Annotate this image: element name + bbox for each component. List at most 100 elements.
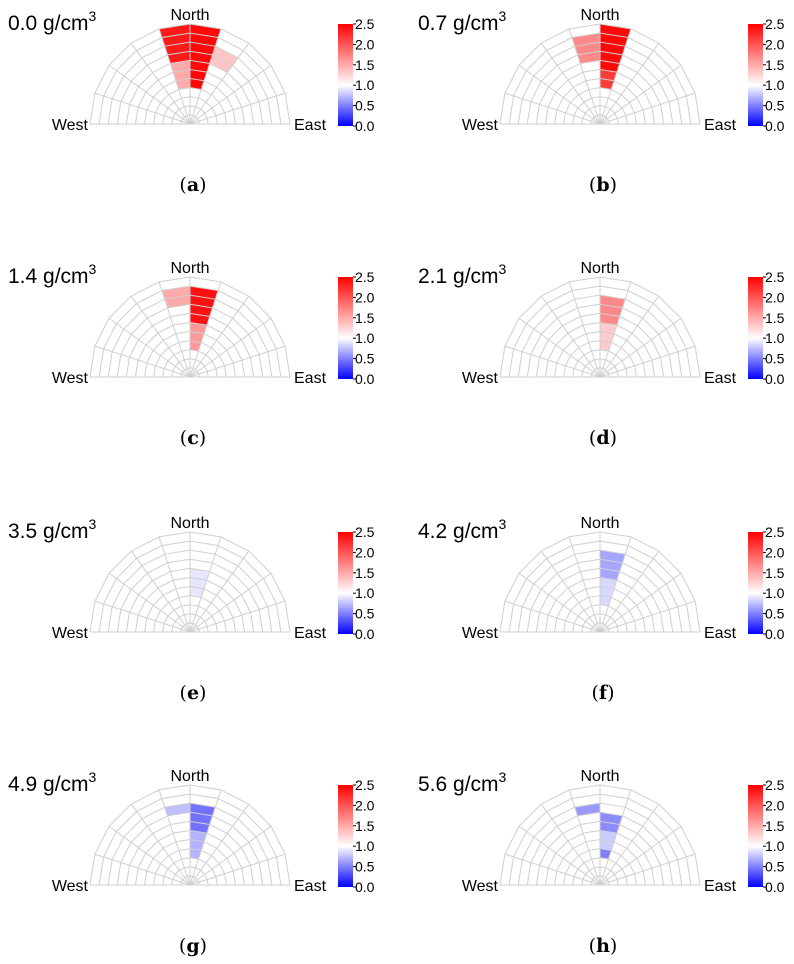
grid-spoke [540, 295, 601, 378]
grid-spoke [130, 42, 191, 125]
grid-spoke [94, 600, 191, 633]
panel-h: 5.6 g/cm3 North West East 2.5 2.0 1.5 1.0 0.5 0.0… [418, 768, 785, 957]
grid-spoke [189, 28, 222, 125]
west-label: West [462, 370, 499, 387]
colorbar-tick-label: 0.5 [355, 351, 375, 367]
colorbar-tick-label: 1.5 [355, 818, 375, 834]
grid-spoke [599, 789, 632, 886]
panel-g: 4.9 g/cm3 North West East 2.5 2.0 1.5 1.0 0.5 0.0… [8, 768, 375, 957]
caption-open-paren: ( [179, 935, 186, 957]
north-label: North [170, 515, 209, 532]
panel-title: 2.1 g/cm3 [418, 261, 507, 288]
colorbar-tick-label: 1.5 [765, 57, 785, 73]
colorbar-tick-label: 2.5 [355, 269, 375, 285]
panel-title-superscript: 3 [89, 516, 97, 532]
colorbar-tick-label: 0.5 [765, 606, 785, 622]
caption-close-paren: ) [607, 682, 614, 704]
grid-spoke [158, 536, 191, 633]
panel-title-superscript: 3 [499, 261, 507, 277]
colorbar-tick-label: 0.5 [355, 606, 375, 622]
east-label: East [704, 117, 737, 134]
north-label: North [170, 260, 209, 277]
panel-title: 3.5 g/cm3 [8, 516, 97, 543]
grid-spoke [599, 28, 632, 125]
data-cell-a-3 [209, 46, 239, 73]
data-cell-a-2 [190, 24, 221, 90]
grid-spoke [540, 803, 601, 886]
colorbar-tick-label: 1.5 [765, 310, 785, 326]
panel-title: 0.7 g/cm3 [418, 8, 507, 35]
panel-title: 5.6 g/cm3 [418, 769, 507, 796]
panel-title-superscript: 3 [499, 516, 507, 532]
colorbar-tick-label: 1.5 [355, 57, 375, 73]
grid-spoke [108, 825, 191, 886]
caption-open-paren: ( [591, 682, 598, 704]
caption-letter: d [596, 427, 609, 449]
caption-open-paren: ( [179, 174, 186, 196]
panel-d: 2.1 g/cm3 North West East 2.5 2.0 1.5 1.0 0.5 0.0… [418, 260, 785, 449]
grid-spoke [130, 803, 191, 886]
grid-spoke [189, 345, 286, 378]
west-label: West [52, 117, 89, 134]
west-label: West [462, 878, 499, 895]
caption-letter: c [187, 427, 199, 449]
panel-title-text: 0.7 g/cm [418, 12, 499, 35]
grid-spoke [94, 853, 191, 886]
caption-open-paren: ( [180, 427, 187, 449]
caption-open-paren: ( [180, 682, 187, 704]
colorbar-tick-label: 2.5 [355, 777, 375, 793]
colorbar-tick-label: 1.0 [355, 838, 375, 854]
grid-spoke [599, 92, 696, 125]
colorbar-tick-label: 1.0 [765, 838, 785, 854]
colorbar-tick-label: 2.0 [355, 544, 375, 560]
colorbar-tick-label: 1.0 [355, 330, 375, 346]
grid-spoke [189, 281, 222, 378]
panel-title-text: 0.0 g/cm [8, 12, 89, 35]
west-label: West [52, 878, 89, 895]
grid-spoke [189, 536, 222, 633]
caption-letter: f [599, 682, 609, 704]
panel-c: 1.4 g/cm3 North West East 2.5 2.0 1.5 1.0 0.5 0.0… [8, 260, 375, 449]
east-label: East [294, 878, 327, 895]
colorbar-tick-label: 1.5 [355, 565, 375, 581]
colorbar [338, 277, 353, 379]
data-cell-b-2 [600, 24, 631, 73]
east-label: East [294, 625, 327, 642]
grid-spoke [189, 789, 222, 886]
grid-spoke [568, 536, 601, 633]
colorbar [748, 24, 763, 126]
panel-title-superscript: 3 [499, 8, 507, 24]
grid-spoke [504, 92, 601, 125]
caption-letter: g [186, 935, 199, 957]
panel-title-superscript: 3 [89, 8, 97, 24]
grid-spoke [189, 92, 286, 125]
caption-close-paren: ) [199, 682, 206, 704]
grid-spoke [189, 803, 250, 886]
east-label: East [704, 625, 737, 642]
grid-spoke [94, 345, 191, 378]
caption-open-paren: ( [589, 427, 596, 449]
colorbar-tick-label: 1.5 [765, 818, 785, 834]
colorbar-tick-label: 0.5 [765, 98, 785, 114]
grid-spoke [189, 64, 272, 125]
colorbar [338, 532, 353, 634]
east-label: East [294, 117, 327, 134]
caption-letter: b [596, 174, 609, 196]
colorbar-tick-label: 1.0 [765, 585, 785, 601]
north-label: North [170, 768, 209, 785]
east-label: East [704, 370, 737, 387]
colorbar-tick-label: 2.0 [355, 289, 375, 305]
grid-spoke [504, 345, 601, 378]
caption-letter: e [187, 682, 199, 704]
data-cell-c-2 [190, 286, 219, 326]
grid-spoke [518, 572, 601, 633]
colorbar-tick-label: 2.5 [355, 524, 375, 540]
panel-title-text: 4.9 g/cm [8, 773, 89, 796]
west-label: West [462, 625, 499, 642]
grid-spoke [599, 317, 682, 378]
colorbar-tick-label: 1.0 [765, 330, 785, 346]
grid-spoke [599, 42, 660, 125]
caption-close-paren: ) [199, 427, 206, 449]
grid-spoke [599, 825, 682, 886]
colorbar-tick-label: 2.5 [765, 777, 785, 793]
